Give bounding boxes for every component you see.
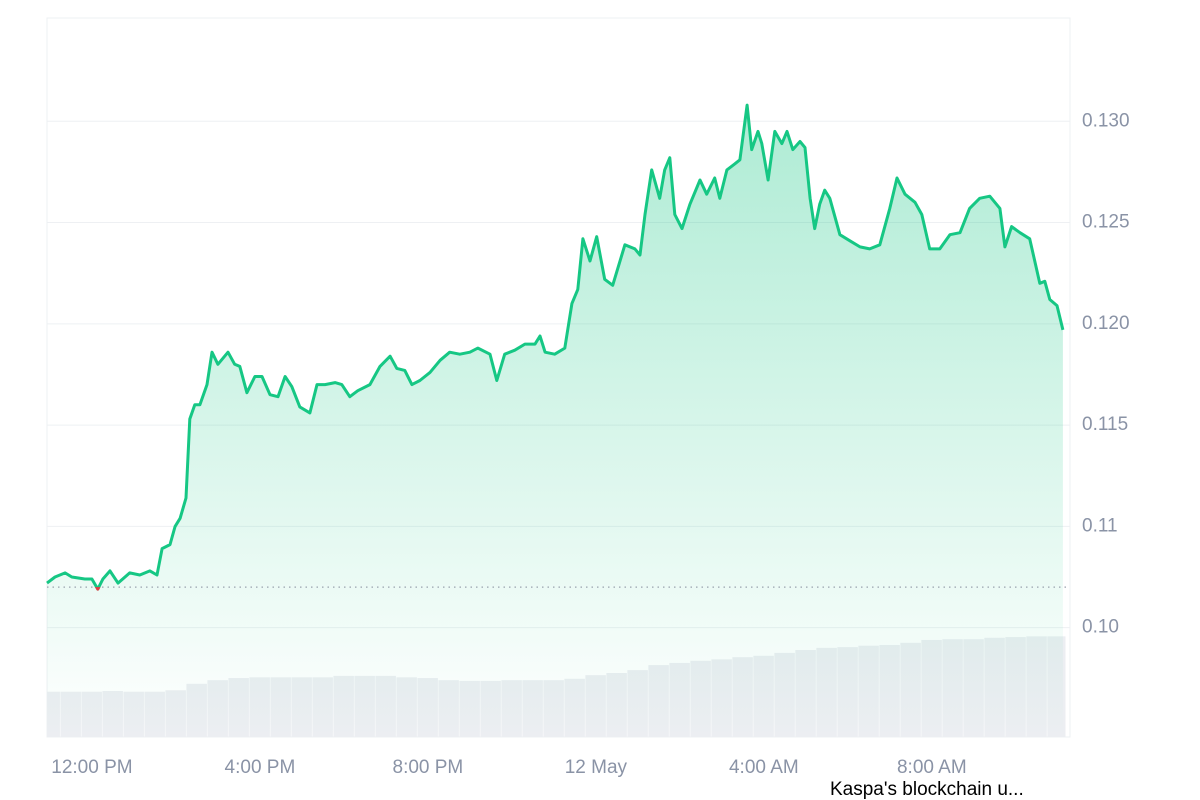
y-tick-label: 0.115 bbox=[1082, 414, 1128, 435]
x-tick-label: 4:00 AM bbox=[729, 757, 799, 778]
y-tick-label: 0.10 bbox=[1082, 617, 1119, 638]
x-tick-label: 4:00 PM bbox=[225, 757, 296, 778]
x-tick-label: 8:00 PM bbox=[393, 757, 464, 778]
x-tick-label: 8:00 AM bbox=[897, 757, 967, 778]
y-tick-label: 0.125 bbox=[1082, 212, 1130, 233]
x-tick-label: 12:00 PM bbox=[51, 757, 132, 778]
price-line bbox=[46, 103, 1065, 591]
caption[interactable]: Kaspa's blockchain u... bbox=[830, 779, 1024, 800]
x-tick-label: 12 May bbox=[565, 757, 628, 778]
y-tick-label: 0.11 bbox=[1082, 515, 1118, 536]
y-tick-label: 0.130 bbox=[1082, 110, 1130, 131]
y-tick-label: 0.120 bbox=[1082, 313, 1130, 334]
price-area bbox=[47, 105, 1063, 738]
